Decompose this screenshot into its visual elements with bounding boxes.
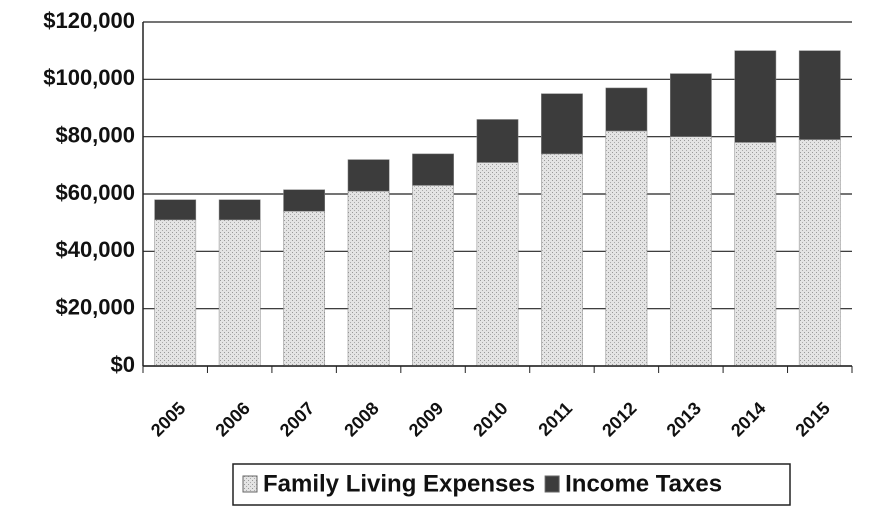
legend-box (232, 463, 791, 506)
bar-segment (283, 189, 326, 212)
bar-segment (283, 210, 326, 367)
y-tick-label: $120,000 (43, 8, 135, 33)
bar-segment (154, 219, 197, 367)
bar-segment (347, 190, 390, 367)
x-tick-label: 2010 (469, 398, 511, 440)
legend-swatch (544, 475, 560, 493)
y-tick-label: $20,000 (55, 294, 135, 319)
x-tick-label: 2015 (792, 398, 834, 440)
bar-segment (412, 153, 454, 186)
bar-segment (347, 159, 390, 192)
y-tick-label: $80,000 (55, 122, 135, 147)
bar-segment (734, 142, 777, 367)
bar-segment (541, 153, 583, 367)
bar-segment (605, 130, 648, 367)
bar-segment (476, 119, 519, 163)
x-tick-label: 2013 (663, 398, 705, 440)
bar-segment (412, 185, 454, 367)
bar-segment (669, 73, 712, 137)
x-tick-label: 2006 (211, 398, 253, 440)
bar-segment (798, 50, 841, 140)
x-tick-label: 2007 (276, 398, 318, 440)
bar-segment (605, 87, 648, 132)
x-tick-label: 2008 (340, 398, 382, 440)
x-tick-label: 2014 (727, 398, 769, 440)
x-tick-label: 2009 (405, 398, 447, 440)
legend-swatch (242, 475, 258, 493)
bar-segment (734, 50, 777, 143)
bar-segment (476, 162, 519, 367)
y-tick-label: $40,000 (55, 237, 135, 262)
bar-segment (541, 93, 583, 155)
bar-segment (218, 219, 261, 367)
legend-label: Income Taxes (565, 470, 722, 497)
y-tick-label: $60,000 (55, 180, 135, 205)
bar-segment (798, 139, 841, 367)
y-tick-label: $0 (111, 352, 135, 377)
y-tick-label: $100,000 (43, 65, 135, 90)
legend: Family Living Expenses Income Taxes (232, 463, 791, 506)
x-tick-label: 2012 (598, 398, 640, 440)
legend-label: Family Living Expenses (263, 470, 535, 497)
bar-segment (154, 199, 197, 221)
x-tick-label: 2011 (534, 398, 576, 440)
x-tick-label: 2005 (147, 398, 189, 440)
bar-segment (218, 199, 261, 221)
bar-segment (669, 136, 712, 367)
